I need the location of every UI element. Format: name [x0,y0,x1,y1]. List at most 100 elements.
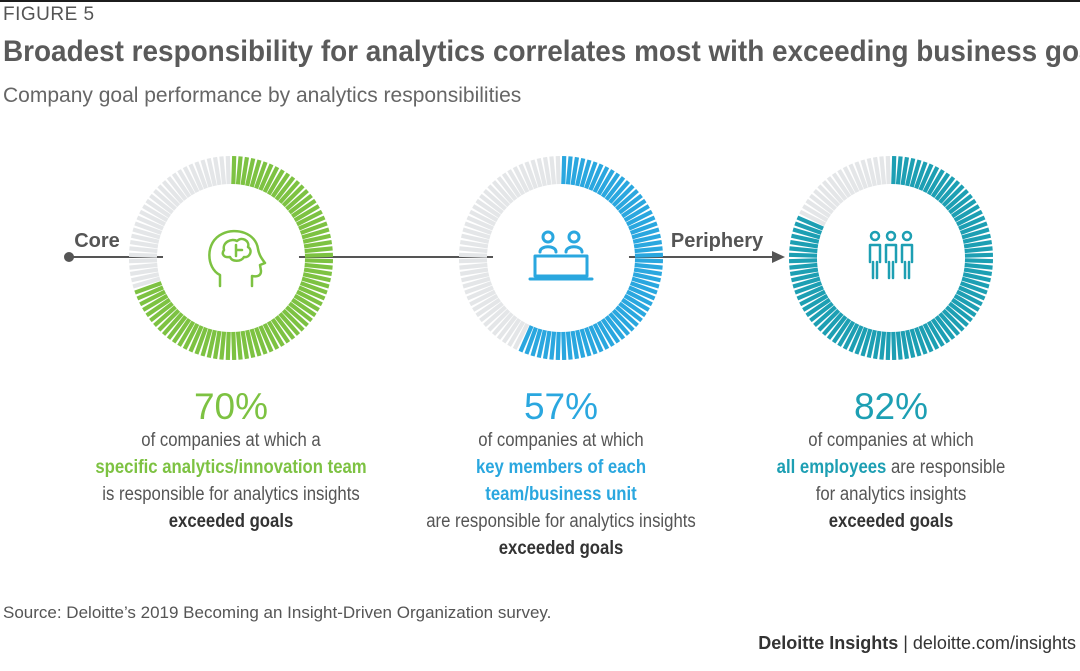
donut-filled-segment [926,320,945,347]
donut-empty-segment [805,198,831,219]
credit-separator: | [898,633,913,653]
donut-filled-segment [293,204,320,223]
donut-empty-segment [496,176,518,201]
stat-highlight: all employees [776,457,887,478]
donut-filled-segment [604,176,626,201]
core-periphery-axis: Core Periphery [64,226,785,263]
donut-empty-segment [129,239,159,249]
donut-filled-segment [961,227,990,240]
donut-filled-segment [235,331,243,360]
donut-empty-segment [458,252,488,258]
donut-empty-segment [512,166,530,194]
donut-filled-segment [941,184,965,208]
donut-filled-segment [805,297,831,318]
donut-filled-segment [802,293,829,312]
donut-filled-segment [926,169,945,196]
donut-empty-segment [145,198,171,219]
donut-filled-segment [922,166,940,194]
donut-filled-segment [900,156,910,186]
axis-label-core: Core [74,230,120,252]
donut-filled-segment [914,326,928,355]
donut-filled-segment [281,184,305,208]
donut-segments [788,155,994,361]
donut-filled-segment [301,276,330,289]
donut-empty-segment [854,161,868,190]
donut-filled-segment [934,315,956,340]
donut-filled-segment [963,239,993,249]
donut-empty-segment [879,156,887,185]
donut-empty-segment [475,198,501,219]
donut-filled-segment [136,285,164,301]
donut-filled-segment [254,161,268,190]
donut-filled-segment [621,297,647,318]
donut-all-employees [788,155,994,361]
donut-filled-segment [304,258,334,264]
donut-filled-segment [149,301,174,323]
stat-highlight: key members of each [475,457,647,478]
donut-filled-segment [565,156,573,185]
donut-empty-segment [842,166,860,194]
donut-filled-segment [948,301,973,323]
donut-empty-segment [518,163,534,191]
donut-filled-segment [848,325,864,353]
donut-filled-segment [608,180,631,204]
donut-filled-segment [293,293,320,312]
donut-filled-segment [961,276,990,289]
donut-filled-segment [206,329,217,358]
figure-label: FIGURE 5 [3,4,95,25]
chart-title: Broadest responsibility for analytics co… [3,35,1080,68]
donut-filled-segment [536,329,547,358]
donut-empty-segment [225,155,231,185]
donut-filled-segment [633,239,663,249]
donut-empty-segment [459,239,489,249]
donut-filled-segment [266,169,285,196]
donut-filled-segment [249,328,262,357]
donut-empty-segment [206,158,217,187]
donut-empty-segment [161,180,184,204]
donut-filled-segment [299,281,328,295]
donut-filled-segment [854,326,868,355]
donut-filled-segment [922,322,940,350]
donut-filled-segment [245,158,256,187]
donut-filled-segment [909,328,922,357]
donut-filled-segment [918,163,934,191]
donut-filled-segment [561,331,567,361]
donut-filled-segment [821,312,844,336]
donut-filled-segment [963,267,993,277]
donut-segments [128,155,334,361]
donut-filled-segment [188,325,204,353]
donut-empty-segment [132,276,161,289]
donut-filled-segment [240,156,250,186]
donut-filled-segment [584,161,598,190]
donut-empty-segment [872,156,882,186]
donut-empty-segment [462,276,491,289]
donut-empty-segment [458,258,488,264]
donut-filled-segment [958,285,986,301]
donut-filled-segment [549,331,557,360]
donut-filled-segment [262,322,280,350]
donut-filled-segment [788,252,818,258]
donut-filled-segment [941,308,965,332]
stat-line: for analytics insights [815,484,967,505]
donut-filled-segment [788,258,818,264]
donut-filled-segment [600,318,621,344]
donut-empty-segment [813,188,837,211]
credit-url[interactable]: deloitte.com/insights [912,633,1076,653]
donut-filled-segment [592,166,610,194]
donut-filled-segment [570,330,580,360]
donut-filled-segment [524,326,538,355]
donut-filled-segment [945,188,969,211]
donut-filled-segment [262,166,280,194]
head-brain-icon [208,229,267,288]
donut-filled-segment [629,221,658,235]
donut-filled-segment [611,308,635,332]
donut-filled-segment [575,158,586,187]
donut-filled-segment [625,289,653,307]
donut-filled-segment [895,331,903,360]
donut-empty-segment [461,272,490,283]
stat-line: of companies at which [478,430,644,451]
donut-filled-segment [231,155,237,185]
donut-filled-segment [298,215,326,231]
donut-empty-segment [536,158,547,187]
donut-filled-segment [596,320,615,347]
